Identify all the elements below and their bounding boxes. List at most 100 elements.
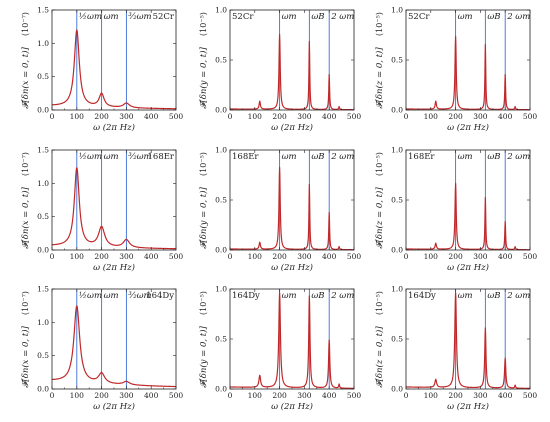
x-tick-label: 100 [70, 252, 85, 261]
marker-label-3: 2 ωm [330, 12, 354, 22]
marker-label-3: 2 ωm [330, 291, 354, 301]
marker-label-3: 2 ωm [506, 291, 530, 301]
y-tick-label: 0.0 [391, 246, 403, 255]
marker-label-1: ωm [282, 152, 297, 162]
species-label: 52Cr [232, 12, 254, 22]
y-axis-scale: (10⁻⁵) [199, 152, 208, 176]
x-tick-label: 500 [523, 112, 538, 121]
x-tick-label: 200 [94, 112, 109, 121]
species-label: 164Dy [408, 291, 436, 301]
axes-frame [405, 9, 531, 111]
x-tick-label: 500 [347, 252, 362, 261]
x-tick-label: 300 [297, 112, 312, 121]
species-label: 168Er [148, 152, 175, 162]
species-label: 52Cr [408, 12, 430, 22]
y-axis-label: 𝓕[δn(z = 0, t)] [374, 326, 385, 388]
y-tick-label: 0.0 [37, 246, 49, 255]
axes-frame [51, 288, 177, 390]
axes-frame [229, 9, 355, 111]
x-tick-label: 300 [473, 112, 488, 121]
x-tick-label: 500 [169, 252, 184, 261]
y-axis-scale: (10⁻⁵) [199, 291, 208, 315]
y-tick-label: 0.0 [215, 106, 227, 115]
x-tick-label: 100 [424, 112, 439, 121]
x-tick-label: 300 [297, 252, 312, 261]
y-axis-label: 𝓕[δn(x = 0, t)] [20, 46, 31, 108]
y-tick-label: 1.0 [215, 285, 227, 294]
species-label: 164Dy [232, 291, 260, 301]
marker-label-1: ωm [458, 12, 473, 22]
spectrum-curve [229, 166, 355, 251]
y-tick-label: 0.5 [215, 335, 227, 344]
y-tick-label: 0.5 [37, 351, 49, 360]
y-axis-scale: (10⁻⁷) [21, 12, 30, 36]
y-tick-label: 0.0 [215, 246, 227, 255]
y-axis-label: 𝓕[δn(x = 0, t)] [20, 186, 31, 248]
y-tick-label: 1.0 [391, 146, 403, 155]
y-tick-label: 1.0 [37, 318, 49, 327]
marker-label-1: ωm [282, 12, 297, 22]
marker-label-3: ³⁄₂ωm [128, 152, 151, 162]
subplot-4: 0 100 200 300 400 500 0.0 0.5 1.0 1.5 ω (2π Hz) 𝓕[δ… [20, 146, 183, 274]
x-tick-label: 100 [70, 391, 85, 400]
y-axis-scale: (10⁻⁷) [21, 291, 30, 315]
y-tick-label: 0.5 [215, 196, 227, 205]
x-tick-label: 500 [169, 391, 184, 400]
spectrum-curve [229, 33, 355, 111]
axes-frame [405, 149, 531, 251]
x-axis-label: ω (2π Hz) [447, 122, 489, 133]
spectrum-curve [51, 29, 177, 110]
marker-label-2: ωB [487, 291, 500, 301]
marker-label-2: ωm [104, 152, 119, 162]
x-tick-label: 400 [322, 252, 337, 261]
marker-label-3: 2 ωm [506, 12, 530, 22]
subplot-1: 0 100 200 300 400 500 0.0 0.5 1.0 1.5 ω (2π Hz) 𝓕[δ… [20, 6, 183, 134]
x-tick-label: 300 [119, 112, 134, 121]
marker-label-2: ωB [311, 291, 324, 301]
x-tick-label: 300 [119, 391, 134, 400]
x-tick-label: 500 [347, 391, 362, 400]
y-axis-label: 𝓕[δn(x = 0, t)] [20, 325, 31, 387]
subplot-7: 0 100 200 300 400 500 0.0 0.5 1.0 1.5 ω (2π Hz) 𝓕[δ… [20, 285, 183, 413]
spectrum-curve [405, 182, 531, 251]
marker-label-1: ωm [458, 291, 473, 301]
x-tick-label: 300 [119, 252, 134, 261]
x-tick-label: 200 [448, 391, 463, 400]
y-tick-label: 1.0 [391, 6, 403, 15]
y-tick-label: 1.5 [37, 285, 49, 294]
x-tick-label: 100 [424, 391, 439, 400]
x-tick-label: 400 [498, 112, 513, 121]
y-tick-label: 0.5 [391, 335, 403, 344]
x-tick-label: 400 [498, 391, 513, 400]
x-axis-label: ω (2π Hz) [93, 401, 135, 412]
marker-label-3: 2 ωm [330, 152, 354, 162]
y-tick-label: 1.0 [215, 146, 227, 155]
subplot-3: 0 100 200 300 400 500 0.0 0.5 1.0 ω (2π Hz) 𝓕[δn(z… [374, 6, 537, 134]
marker-label-1: ωm [282, 291, 297, 301]
marker-label-2: ωB [311, 12, 324, 22]
x-tick-label: 0 [404, 252, 409, 261]
marker-label-2: ωB [487, 152, 500, 162]
x-tick-label: 0 [50, 112, 55, 121]
y-axis-scale: (10⁻⁷) [21, 152, 30, 176]
species-label: 52Cr [153, 12, 175, 22]
x-tick-label: 500 [347, 112, 362, 121]
x-tick-label: 0 [50, 391, 55, 400]
x-tick-label: 400 [144, 112, 159, 121]
x-tick-label: 100 [424, 252, 439, 261]
spectrum-curve [51, 167, 177, 250]
x-tick-label: 400 [322, 112, 337, 121]
y-tick-label: 1.0 [391, 285, 403, 294]
y-tick-label: 0.5 [37, 212, 49, 221]
subplot-6: 0 100 200 300 400 500 0.0 0.5 1.0 ω (2π Hz) 𝓕[δn(z… [374, 146, 537, 274]
x-tick-label: 500 [523, 391, 538, 400]
x-tick-label: 200 [94, 391, 109, 400]
y-axis-scale: (10⁻⁵) [375, 12, 384, 36]
species-label: 164Dy [146, 291, 174, 301]
y-tick-label: 1.5 [37, 6, 49, 15]
species-label: 168Er [408, 152, 435, 162]
axes-frame [229, 288, 355, 390]
x-tick-label: 500 [169, 112, 184, 121]
y-axis-label: 𝓕[δn(y = 0, t)] [198, 186, 209, 248]
y-axis-scale: (10⁻⁵) [375, 152, 384, 176]
